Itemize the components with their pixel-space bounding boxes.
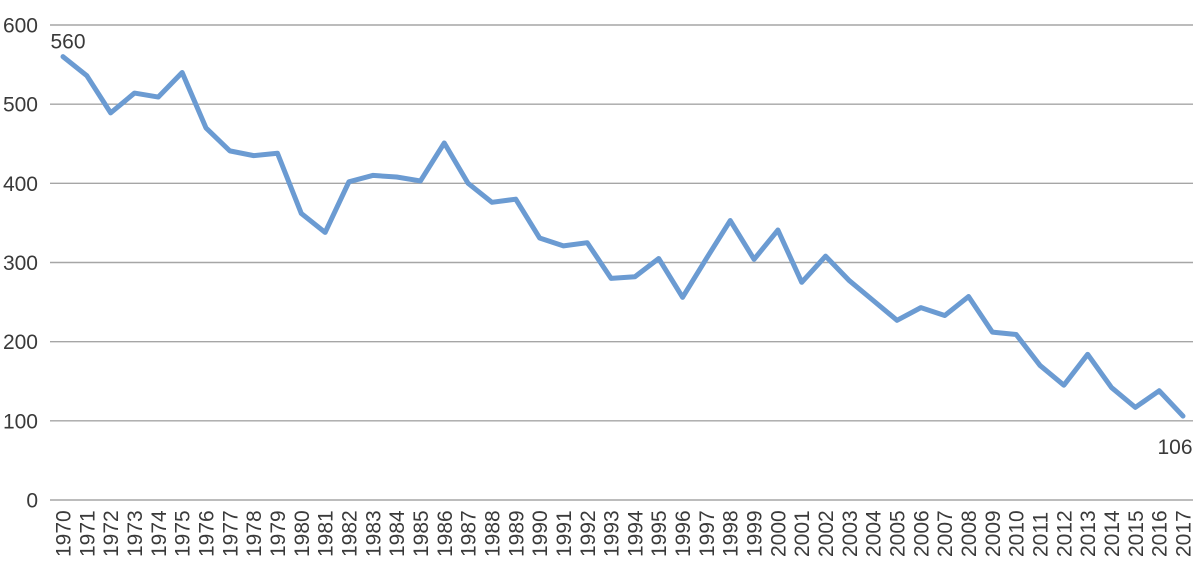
x-axis-tick-label-1974: 1974 [148,510,171,557]
x-axis-tick-label-2001: 2001 [791,510,814,557]
x-axis-tick-label-2011: 2011 [1030,512,1053,557]
x-axis-tick-label-1980: 1980 [291,510,314,557]
x-axis-tick-label-1983: 1983 [362,510,385,557]
x-axis-tick-label-1995: 1995 [648,510,671,557]
x-axis-tick-label-1993: 1993 [601,510,624,557]
y-axis-tick-label-100: 100 [3,410,38,433]
x-axis-tick-label-1979: 1979 [267,510,290,557]
y-axis-tick-label-200: 200 [3,331,38,354]
last-point-data-label: 106 [1157,436,1192,459]
x-axis-tick-label-1982: 1982 [338,510,361,557]
x-axis-tick-label-1975: 1975 [172,510,195,557]
x-axis-tick-label-1986: 1986 [434,510,457,557]
x-axis-tick-label-1990: 1990 [529,510,552,557]
x-axis-tick-label-2015: 2015 [1125,510,1148,557]
x-axis-tick-label-2000: 2000 [767,510,790,557]
x-axis-tick-label-2003: 2003 [839,510,862,557]
x-axis-tick-label-1973: 1973 [124,510,147,557]
x-axis-tick-label-1985: 1985 [410,510,433,557]
x-axis-tick-label-1987: 1987 [458,510,481,557]
y-axis-tick-label-600: 600 [3,15,38,38]
x-axis-tick-label-2014: 2014 [1101,510,1124,557]
x-axis-tick-label-1988: 1988 [481,510,504,557]
y-axis-tick-label-0: 0 [26,490,38,513]
x-axis-tick-label-2016: 2016 [1149,510,1172,557]
x-axis-tick-label-2012: 2012 [1053,510,1076,557]
x-axis-tick-label-2005: 2005 [887,510,910,557]
x-axis-tick-label-1984: 1984 [386,510,409,557]
first-point-data-label: 560 [50,31,85,54]
x-axis-tick-label-2013: 2013 [1077,510,1100,557]
x-axis-tick-label-1991: 1991 [553,510,576,557]
x-axis-tick-label-1996: 1996 [672,510,695,557]
x-axis-tick-label-1994: 1994 [624,510,647,557]
data-series-line [60,54,1186,419]
x-axis-tick-label-2017: 2017 [1173,510,1196,557]
y-axis-tick-label-500: 500 [3,94,38,117]
x-axis-tick-label-2008: 2008 [958,510,981,557]
x-axis-tick-label-1977: 1977 [219,510,242,557]
x-axis-tick-label-2010: 2010 [1006,510,1029,557]
x-axis-tick-label-2006: 2006 [910,510,933,557]
x-axis-tick-label-1992: 1992 [577,510,600,557]
x-axis-tick-label-2002: 2002 [815,510,838,557]
x-axis-tick-label-1970: 1970 [53,510,76,557]
x-axis-tick-label-2007: 2007 [934,510,957,557]
x-axis-tick-label-1971: 1971 [76,510,99,557]
x-axis-tick-label-1976: 1976 [195,510,218,557]
x-axis-tick-label-1998: 1998 [720,510,743,557]
x-axis-tick-label-1981: 1981 [315,510,338,557]
y-axis-tick-label-400: 400 [3,173,38,196]
x-axis-tick-label-1997: 1997 [696,510,719,557]
x-axis-tick-label-1972: 1972 [100,510,123,557]
x-axis-tick-label-1999: 1999 [744,510,767,557]
x-axis-tick-label-1989: 1989 [505,510,528,557]
y-axis-tick-label-300: 300 [3,252,38,275]
x-axis-tick-label-2009: 2009 [982,510,1005,557]
x-axis-tick-label-2004: 2004 [863,510,886,557]
x-axis-tick-label-1978: 1978 [243,510,266,557]
